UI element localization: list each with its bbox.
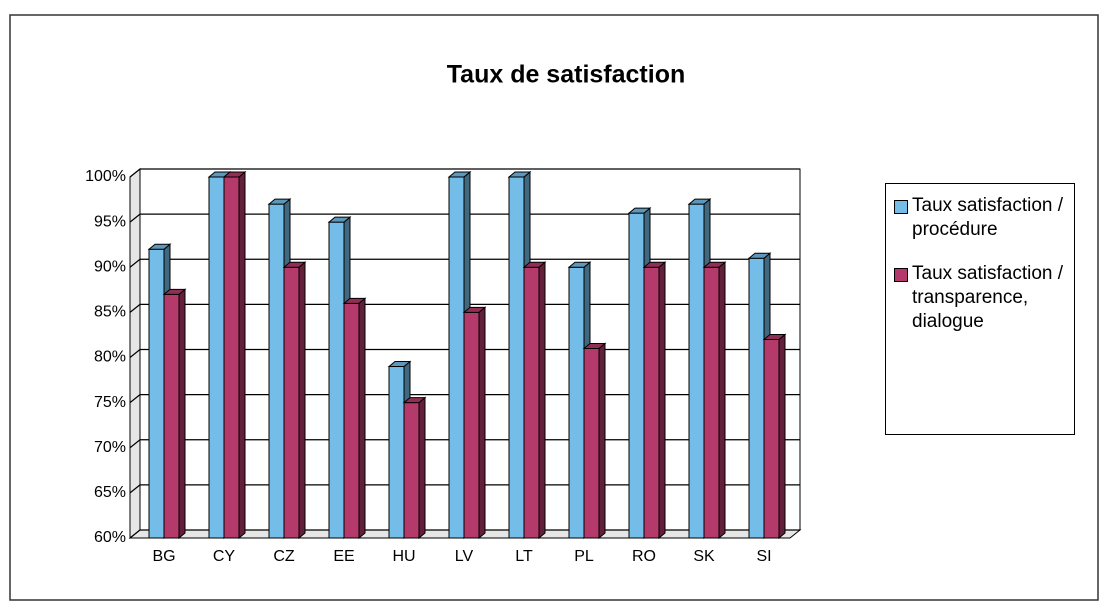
x-tick-label: HU: [392, 548, 415, 565]
x-tick-label: LV: [455, 548, 474, 565]
bar: [583, 347, 600, 539]
chart-title: Taux de satisfaction: [447, 61, 686, 89]
bar-top: [402, 397, 427, 404]
legend-entry: Taux satisfaction / transparence, dialog…: [892, 262, 1068, 334]
grid-line: [129, 213, 800, 223]
y-tick-label: 65%: [94, 484, 126, 501]
legend-label: Taux satisfaction / procédure: [912, 195, 1064, 240]
x-tick-label: SK: [693, 548, 715, 565]
bar: [388, 366, 405, 539]
bar: [343, 302, 360, 539]
bar-top: [747, 252, 772, 259]
bar-top: [567, 261, 592, 268]
legend-entry: Taux satisfaction / procédure: [892, 194, 1068, 242]
bar: [568, 266, 585, 539]
x-tick-label: EE: [333, 548, 354, 565]
bar-top: [447, 171, 472, 178]
legend: Taux satisfaction / procédure Taux satisf…: [885, 183, 1075, 435]
bar-top: [462, 306, 487, 313]
bar-side: [178, 288, 186, 540]
x-tick-label: LT: [515, 548, 533, 565]
bar-top: [522, 261, 547, 268]
x-tick-label: PL: [574, 548, 594, 565]
bar-top: [507, 171, 532, 178]
x-tick-label: SI: [756, 548, 771, 565]
bar-top: [687, 198, 712, 205]
bar: [223, 176, 240, 539]
bar-top: [162, 288, 187, 295]
x-tick-label: BG: [152, 548, 175, 565]
bar: [283, 266, 300, 539]
bar: [448, 176, 465, 539]
bar: [148, 248, 165, 539]
bar: [688, 203, 705, 539]
bar-side: [238, 170, 246, 540]
bar: [463, 311, 480, 539]
bar: [268, 203, 285, 539]
legend-swatch: [894, 200, 908, 214]
bar-top: [342, 297, 367, 304]
bar-top: [642, 261, 667, 268]
x-tick-label: RO: [632, 548, 656, 565]
bar: [508, 176, 525, 539]
y-tick-label: 70%: [94, 439, 126, 456]
bar: [628, 212, 645, 539]
bar-side: [538, 261, 546, 540]
y-tick-label: 80%: [94, 349, 126, 366]
grid-line: [129, 168, 800, 178]
y-tick-label: 100%: [85, 168, 126, 185]
legend-swatch: [894, 268, 908, 282]
x-tick-label: CZ: [273, 548, 295, 565]
grid-line: [129, 258, 800, 268]
frame: [9, 14, 1099, 601]
bar-side: [478, 306, 486, 540]
bar-top: [327, 216, 352, 223]
y-tick-label: 95%: [94, 213, 126, 230]
bar-side: [658, 261, 666, 540]
bar: [763, 338, 780, 539]
bar-side: [718, 261, 726, 540]
bar-side: [298, 261, 306, 540]
bar-top: [702, 261, 727, 268]
bar-top: [582, 342, 607, 349]
y-tick-label: 60%: [94, 529, 126, 546]
y-tick-label: 85%: [94, 304, 126, 321]
bar: [328, 221, 345, 539]
bar-side: [418, 396, 426, 540]
bar-top: [387, 361, 412, 368]
bar: [523, 266, 540, 539]
x-tick-label: CY: [213, 548, 236, 565]
legend-label: Taux satisfaction / transparence, dialog…: [912, 263, 1064, 332]
bar-top: [267, 198, 292, 205]
bar-top: [762, 333, 787, 340]
bar-top: [147, 243, 172, 250]
bar: [643, 266, 660, 539]
bar: [163, 293, 180, 539]
bar-top: [627, 207, 652, 214]
bar: [208, 176, 225, 539]
y-tick-label: 90%: [94, 258, 126, 275]
bar: [703, 266, 720, 539]
y-tick-label: 75%: [94, 394, 126, 411]
bar: [403, 402, 420, 539]
bar-side: [598, 342, 606, 540]
bar-top: [222, 171, 247, 178]
bar-top: [282, 261, 307, 268]
bar: [748, 257, 765, 539]
bar-side: [358, 297, 366, 540]
bar-side: [778, 333, 786, 540]
